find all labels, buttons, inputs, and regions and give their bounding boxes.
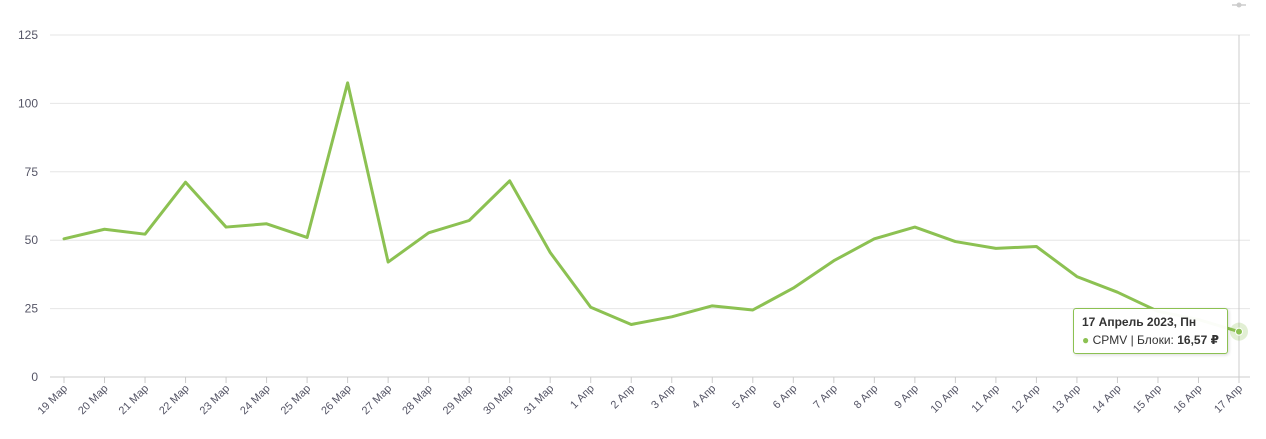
data-point[interactable] xyxy=(990,242,1002,254)
data-points[interactable] xyxy=(58,77,1248,341)
grid-lines xyxy=(50,34,1250,378)
data-point[interactable] xyxy=(58,233,70,245)
data-point[interactable] xyxy=(301,231,313,243)
x-tick-label: 31 Мар xyxy=(522,383,557,418)
x-tick-label: 9 Апр xyxy=(892,383,921,412)
reset-zoom-icon[interactable] xyxy=(1232,2,1246,8)
data-point[interactable] xyxy=(220,221,232,233)
x-tick-label: 2 Апр xyxy=(609,383,638,412)
data-point[interactable] xyxy=(868,233,880,245)
tooltip-title: 17 Апрель 2023, Пн xyxy=(1082,315,1197,329)
x-tick-label: 13 Апр xyxy=(1050,383,1083,416)
x-tick-label: 21 Мар xyxy=(117,383,152,418)
x-tick-label: 16 Апр xyxy=(1172,383,1205,416)
data-point[interactable] xyxy=(828,255,840,267)
data-point[interactable] xyxy=(423,227,435,239)
data-point[interactable] xyxy=(625,318,637,330)
data-point[interactable] xyxy=(1030,240,1042,252)
data-point[interactable] xyxy=(706,300,718,312)
x-tick-label: 4 Апр xyxy=(690,383,719,412)
tooltip-series-label: CPMV | Блоки: xyxy=(1092,333,1178,347)
y-tick-label: 0 xyxy=(31,370,38,384)
data-point[interactable] xyxy=(1071,271,1083,283)
x-tick-label: 23 Мар xyxy=(198,383,233,418)
x-tick-label: 15 Апр xyxy=(1131,383,1164,416)
data-point[interactable] xyxy=(463,215,475,227)
x-tick-label: 19 Мар xyxy=(36,383,71,418)
data-point[interactable] xyxy=(544,247,556,259)
x-tick-label: 24 Мар xyxy=(238,383,273,418)
y-tick-label: 100 xyxy=(18,96,38,110)
x-tick-label: 1 Апр xyxy=(568,383,597,412)
tooltip-row: ● CPMV | Блоки: 16,57 ₽ xyxy=(1082,333,1219,347)
x-tick-label: 29 Мар xyxy=(441,383,476,418)
tooltip-value: 16,57 ₽ xyxy=(1177,333,1219,347)
x-tick-label: 6 Апр xyxy=(771,383,800,412)
data-point[interactable] xyxy=(666,311,678,323)
x-tick-label: 25 Мар xyxy=(279,383,314,418)
x-tick-label: 12 Апр xyxy=(1010,383,1043,416)
series-line-layer xyxy=(62,81,1241,334)
x-tick-label: 3 Апр xyxy=(649,383,678,412)
series-line xyxy=(62,81,1241,334)
x-tick-label: 22 Мар xyxy=(157,383,192,418)
data-point[interactable] xyxy=(949,236,961,248)
data-point[interactable] xyxy=(747,304,759,316)
x-tick-label: 8 Апр xyxy=(852,383,881,412)
x-tick-label: 26 Мар xyxy=(319,383,354,418)
x-axis: 19 Мар 20 Мар 21 Мар 22 Мар 23 Мар 24 Мар 25 М… xyxy=(36,377,1245,418)
y-axis: 0 25 50 75 100 125 xyxy=(18,28,38,384)
data-point[interactable] xyxy=(382,256,394,268)
x-tick-label: 17 Апр xyxy=(1212,383,1245,416)
x-tick-label: 5 Апр xyxy=(730,383,759,412)
y-tick-label: 75 xyxy=(25,165,39,179)
x-tick-label: 14 Апр xyxy=(1091,383,1124,416)
x-tick-label: 30 Мар xyxy=(481,383,516,418)
data-point[interactable] xyxy=(261,218,273,230)
y-tick-label: 25 xyxy=(25,302,39,316)
data-point[interactable] xyxy=(585,301,597,313)
y-tick-label: 125 xyxy=(18,28,38,42)
x-tick-label: 11 Апр xyxy=(970,383,1002,415)
x-tick-label: 28 Мар xyxy=(400,383,435,418)
data-point[interactable] xyxy=(909,221,921,233)
tooltip-series-dot-icon: ● xyxy=(1082,333,1090,347)
data-point[interactable] xyxy=(504,175,516,187)
x-tick-label: 27 Мар xyxy=(360,383,395,418)
data-point[interactable] xyxy=(342,77,354,89)
chart-tooltip: 17 Апрель 2023, Пн ● CPMV | Блоки: 16,57… xyxy=(1073,308,1228,354)
x-tick-label: 10 Апр xyxy=(928,383,961,416)
data-point[interactable] xyxy=(99,223,111,235)
data-point[interactable] xyxy=(180,176,192,188)
data-point[interactable] xyxy=(1235,327,1243,336)
data-point[interactable] xyxy=(139,228,151,240)
y-tick-label: 50 xyxy=(25,233,39,247)
data-point[interactable] xyxy=(1111,286,1123,298)
data-point[interactable] xyxy=(787,282,799,294)
x-tick-label: 7 Апр xyxy=(811,383,840,412)
x-tick-label: 20 Мар xyxy=(76,383,111,418)
